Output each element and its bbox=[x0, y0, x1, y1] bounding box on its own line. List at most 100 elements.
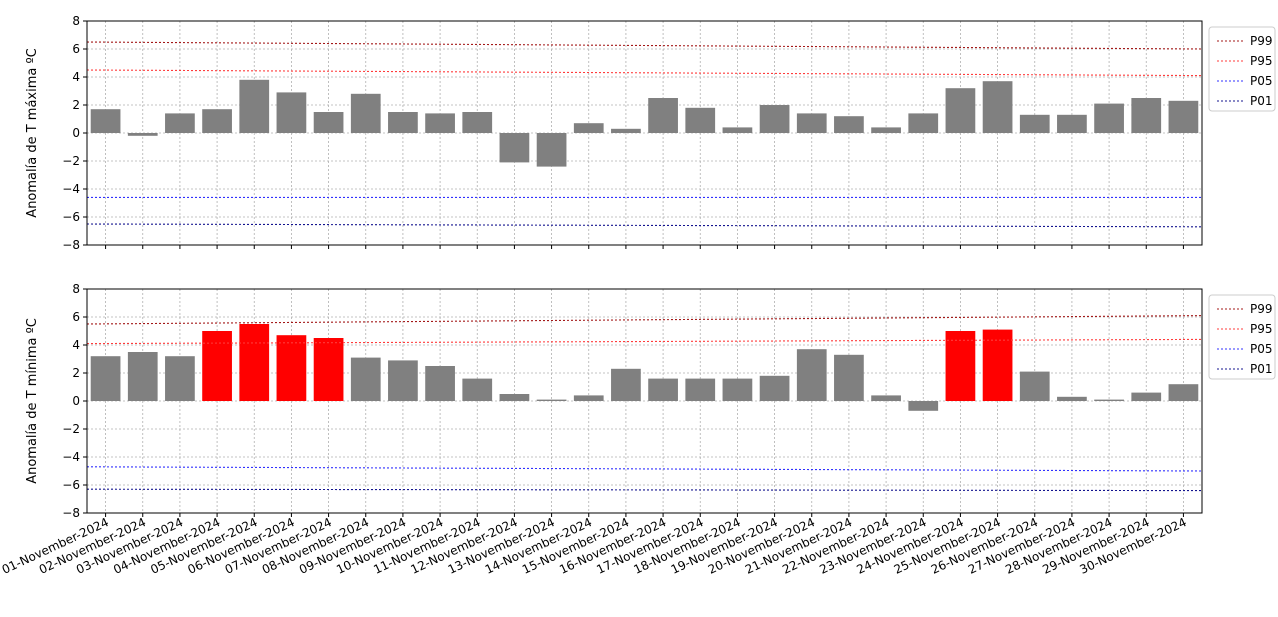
bar bbox=[425, 113, 455, 133]
bar bbox=[313, 338, 344, 401]
y-tick-label: −6 bbox=[62, 210, 80, 224]
y-axis-label: Anomalía de T máxima ºC bbox=[25, 48, 40, 217]
y-tick-label: 8 bbox=[72, 14, 80, 28]
bar bbox=[313, 112, 344, 133]
bar bbox=[127, 352, 158, 401]
y-tick-label: −2 bbox=[62, 154, 80, 168]
bar bbox=[1057, 396, 1087, 401]
bar bbox=[945, 331, 976, 401]
bar bbox=[536, 133, 567, 167]
bar bbox=[685, 107, 716, 133]
bar bbox=[982, 329, 1013, 401]
bar bbox=[908, 113, 939, 133]
bar bbox=[462, 112, 493, 133]
bar bbox=[722, 127, 753, 133]
legend-label: P99 bbox=[1250, 302, 1273, 316]
legend-label: P95 bbox=[1250, 322, 1273, 336]
threshold-line-p99 bbox=[86, 315, 1203, 325]
bar bbox=[350, 357, 381, 401]
bar bbox=[90, 109, 121, 133]
bar bbox=[573, 395, 604, 401]
bar bbox=[202, 109, 232, 133]
bar bbox=[871, 395, 901, 401]
legend-label: P99 bbox=[1250, 34, 1273, 48]
bar bbox=[499, 394, 530, 401]
bar bbox=[425, 366, 455, 401]
bar bbox=[1168, 384, 1199, 401]
y-tick-label: −8 bbox=[62, 506, 80, 520]
bar bbox=[1168, 100, 1199, 133]
y-axis-label: Anomalía de T mínima ºC bbox=[25, 318, 40, 484]
y-tick-label: 0 bbox=[72, 394, 80, 408]
y-tick-label: 4 bbox=[72, 338, 80, 352]
y-tick-label: 6 bbox=[72, 42, 80, 56]
bar bbox=[388, 360, 418, 401]
bar bbox=[388, 112, 418, 133]
bar bbox=[759, 375, 790, 401]
legend-label: P01 bbox=[1250, 94, 1273, 108]
legend-label: P95 bbox=[1250, 54, 1273, 68]
bar bbox=[908, 401, 939, 411]
panel-2: −8−6−4−20246801-November-202402-November… bbox=[0, 282, 1276, 577]
threshold-line-p05 bbox=[86, 466, 1203, 472]
y-tick-label: −8 bbox=[62, 238, 80, 252]
bar bbox=[1094, 103, 1124, 133]
bar bbox=[165, 113, 195, 133]
y-tick-label: 6 bbox=[72, 310, 80, 324]
bar bbox=[982, 81, 1013, 133]
bar bbox=[536, 399, 567, 401]
y-tick-label: 2 bbox=[72, 98, 80, 112]
bar bbox=[239, 324, 270, 401]
bar bbox=[871, 127, 901, 133]
legend-box bbox=[1208, 294, 1276, 380]
bar bbox=[1019, 371, 1050, 401]
bar bbox=[350, 93, 381, 133]
bar bbox=[722, 378, 753, 401]
bar bbox=[276, 92, 307, 133]
bar bbox=[127, 133, 158, 136]
legend: P99 P95 P05 P01 bbox=[1208, 26, 1276, 112]
threshold-line-p01 bbox=[86, 223, 1203, 228]
bar bbox=[834, 116, 864, 133]
bar bbox=[648, 98, 678, 133]
legend-label: P01 bbox=[1250, 362, 1273, 376]
bar bbox=[759, 105, 790, 133]
bar bbox=[1131, 392, 1162, 401]
bar bbox=[499, 133, 530, 163]
bar bbox=[239, 79, 270, 133]
threshold-line-p01 bbox=[86, 488, 1203, 492]
y-tick-label: −4 bbox=[62, 450, 80, 464]
y-tick-label: −2 bbox=[62, 422, 80, 436]
bar bbox=[462, 378, 493, 401]
bar bbox=[685, 378, 716, 401]
bar bbox=[90, 356, 121, 401]
threshold-line-p95 bbox=[86, 338, 1203, 345]
y-tick-label: 0 bbox=[72, 126, 80, 140]
bar bbox=[611, 368, 641, 401]
legend-box bbox=[1208, 26, 1276, 112]
bar bbox=[1019, 114, 1050, 133]
y-tick-label: −6 bbox=[62, 478, 80, 492]
bar bbox=[611, 128, 641, 133]
legend-label: P05 bbox=[1250, 74, 1273, 88]
threshold-line-p99 bbox=[86, 41, 1203, 50]
threshold-line-p95 bbox=[86, 69, 1203, 77]
bar bbox=[834, 354, 864, 401]
legend-label: P05 bbox=[1250, 342, 1273, 356]
y-tick-label: −4 bbox=[62, 182, 80, 196]
bar bbox=[202, 331, 232, 401]
y-tick-label: 2 bbox=[72, 366, 80, 380]
bar bbox=[276, 335, 307, 401]
bar bbox=[573, 123, 604, 133]
bar bbox=[945, 88, 976, 133]
bar bbox=[648, 378, 678, 401]
bar bbox=[1131, 98, 1162, 133]
legend: P99 P95 P05 P01 bbox=[1208, 294, 1276, 380]
bar bbox=[1094, 399, 1124, 401]
bar bbox=[796, 349, 827, 401]
bar bbox=[796, 113, 827, 133]
bar bbox=[1057, 114, 1087, 133]
y-tick-label: 4 bbox=[72, 70, 80, 84]
